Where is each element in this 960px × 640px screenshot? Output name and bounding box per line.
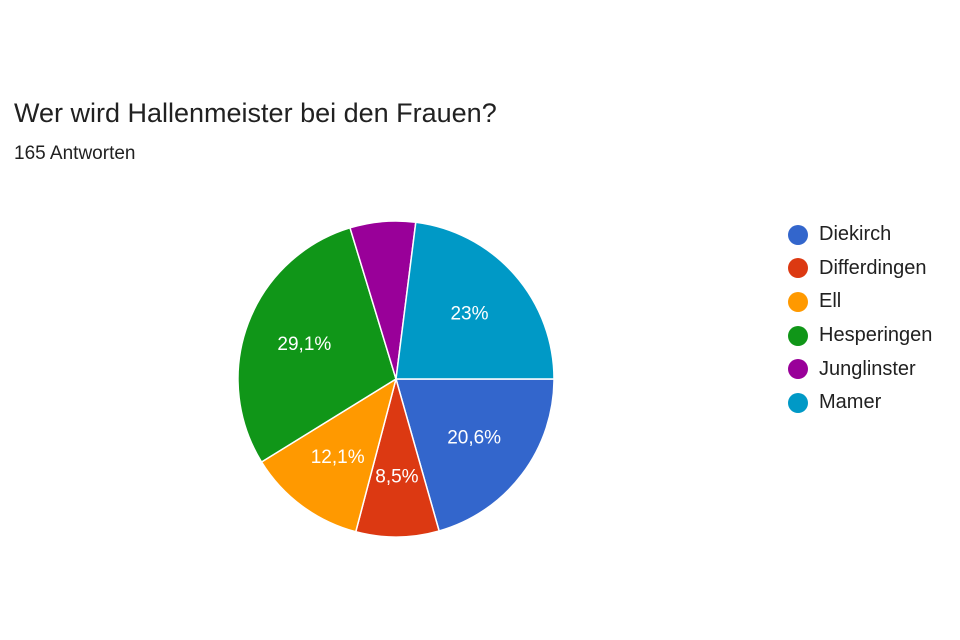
pie-slice-hesperingen[interactable]: [237, 226, 397, 464]
legend-item-hesperingen[interactable]: Hesperingen: [788, 319, 932, 353]
legend-item-ell[interactable]: Ell: [788, 285, 932, 319]
legend-item-differdingen[interactable]: Differdingen: [788, 252, 932, 286]
chart-legend: Diekirch Differdingen Ell Hesperingen Jungli…: [788, 218, 932, 420]
pie-slice-mamer[interactable]: [395, 221, 555, 380]
legend-swatch-icon: [788, 392, 808, 413]
pie-slice-diekirch[interactable]: [395, 378, 555, 532]
legend-label: Ell: [819, 290, 842, 313]
legend-swatch-icon: [788, 291, 808, 312]
pie-slice-ell[interactable]: [260, 377, 398, 533]
legend-label: Hesperingen: [819, 324, 933, 347]
legend-item-diekirch[interactable]: Diekirch: [788, 218, 932, 252]
legend-swatch-icon: [788, 224, 808, 245]
slice-label-differdingen: 8,5%: [375, 466, 418, 487]
legend-label: Junglinster: [819, 357, 916, 380]
legend-swatch-icon: [788, 359, 808, 380]
slice-label-hesperingen: 29,1%: [277, 334, 331, 355]
legend-label: Differdingen: [819, 256, 927, 279]
response-count: 165 Antworten: [14, 143, 136, 164]
slice-label-diekirch: 20,6%: [447, 428, 501, 449]
legend-label: Diekirch: [819, 223, 892, 246]
legend-label: Mamer: [819, 391, 882, 414]
slice-label-mamer: 23%: [450, 304, 488, 325]
legend-swatch-icon: [788, 258, 808, 279]
legend-item-mamer[interactable]: Mamer: [788, 386, 932, 420]
legend-item-junglinster[interactable]: Junglinster: [788, 352, 932, 386]
chart-title: Wer wird Hallenmeister bei den Frauen?: [14, 98, 497, 128]
pie-slice-differdingen[interactable]: [354, 376, 441, 538]
slice-label-ell: 12,1%: [311, 447, 365, 468]
legend-swatch-icon: [788, 325, 808, 346]
